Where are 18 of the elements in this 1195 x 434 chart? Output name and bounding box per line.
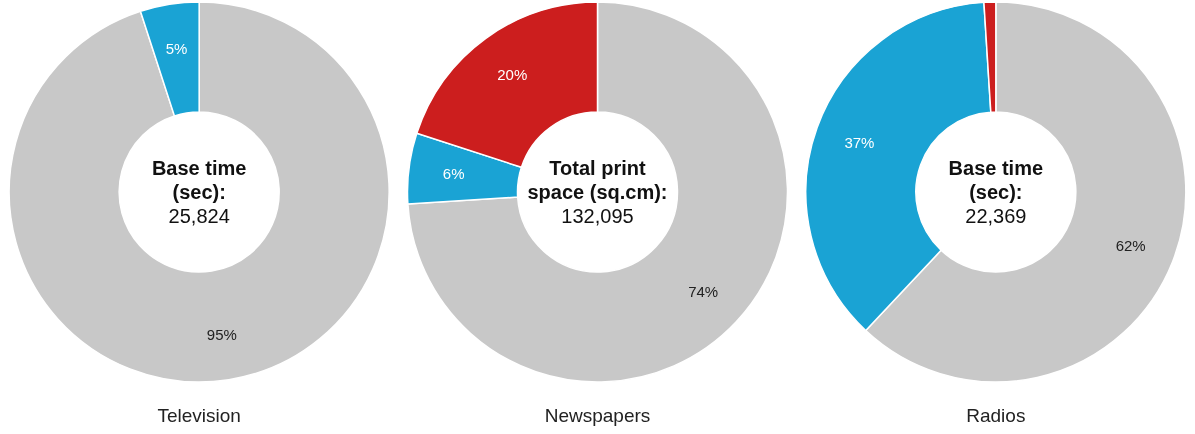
text: Base time (sec):	[151, 157, 247, 203]
text: Base time (sec):	[948, 157, 1044, 203]
data-label: 6%	[442, 165, 465, 183]
text: 22,369	[965, 205, 1027, 227]
text: Total print space (sq.cm):	[527, 157, 668, 203]
donut-slice	[8, 1, 390, 383]
data-label: 62%	[1115, 236, 1146, 254]
data-label: 5%	[165, 40, 188, 58]
text: Newspapers	[544, 404, 651, 426]
data-label: 20%	[497, 65, 528, 83]
text: Television	[157, 404, 241, 426]
donut-slice	[407, 1, 789, 383]
text: Radios	[966, 404, 1026, 426]
text: 25,824	[168, 205, 230, 227]
data-label: 95%	[206, 326, 237, 344]
text: 132,095	[561, 205, 634, 227]
data-label: 37%	[844, 134, 875, 152]
data-label: 74%	[688, 282, 719, 300]
